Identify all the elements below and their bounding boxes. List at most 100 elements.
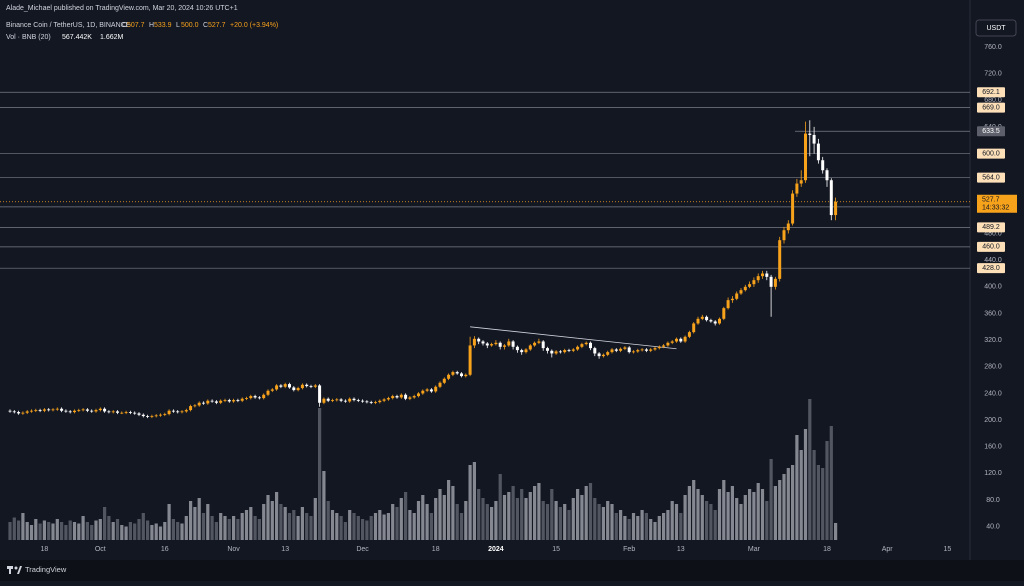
- level-label: 460.0: [982, 244, 1000, 251]
- volume-bar: [154, 523, 158, 540]
- candle-body: [262, 394, 266, 399]
- candle-body: [12, 411, 16, 413]
- level-label-box: [977, 87, 1005, 98]
- volume-bar: [90, 525, 94, 540]
- volume-bar: [34, 519, 38, 540]
- candle-body: [249, 396, 253, 399]
- volume-bar: [558, 507, 562, 540]
- level-layer: [0, 91, 970, 350]
- volume-bar: [64, 525, 68, 540]
- candle-body: [619, 348, 623, 351]
- volume-bar: [373, 513, 378, 540]
- candle-body: [197, 402, 201, 406]
- volume-bar: [808, 399, 812, 540]
- candle-body: [498, 342, 502, 347]
- volume-bar: [399, 498, 403, 540]
- candle-body: [791, 193, 795, 224]
- candle-body: [245, 398, 248, 399]
- y-tick-label: 480.0: [984, 230, 1002, 237]
- volume-bar: [352, 513, 356, 540]
- volume-bar: [756, 483, 760, 540]
- volume-bar: [236, 519, 240, 540]
- currency-box[interactable]: [975, 19, 1017, 37]
- volume-bar: [51, 523, 55, 540]
- volume-bar: [262, 504, 266, 540]
- candle-body: [632, 351, 635, 353]
- volume-bar: [666, 510, 670, 540]
- symbol: Binance Coin / TetherUS, 1D, BINANCE: [6, 22, 131, 29]
- volume-bar: [365, 520, 369, 540]
- volume-bar: [636, 516, 640, 540]
- volume-bar: [511, 486, 515, 540]
- volume-bar: [649, 519, 653, 540]
- candle-body: [589, 342, 592, 349]
- x-tick-label: 16: [161, 546, 169, 553]
- ohlc-value: 500.0: [181, 22, 199, 29]
- volume-bar: [709, 504, 713, 540]
- currency[interactable]: USDT: [986, 25, 1006, 32]
- candle-body: [55, 408, 59, 410]
- volume-bar: [687, 486, 691, 540]
- volume-bar: [550, 489, 554, 540]
- volume-bar: [184, 516, 188, 540]
- volume-bar: [369, 516, 373, 540]
- volume-bar: [563, 504, 567, 540]
- volume-bar: [640, 510, 644, 540]
- candle-body: [425, 389, 429, 391]
- level-label: 564.0: [982, 174, 1000, 181]
- volume-bar: [270, 501, 274, 540]
- volume-bar: [502, 495, 507, 540]
- candle-body: [111, 411, 115, 413]
- volume-bar: [576, 489, 580, 540]
- volume-bar: [619, 510, 623, 540]
- volume-bar: [705, 501, 709, 540]
- volume-bar: [326, 501, 330, 540]
- volume-bar: [803, 429, 808, 540]
- candle-body: [232, 400, 236, 402]
- volume-bar: [597, 504, 601, 540]
- candle-body: [150, 416, 154, 417]
- candle-body: [253, 396, 257, 398]
- candle-body: [339, 399, 343, 401]
- candle-body: [515, 346, 519, 351]
- candle-body: [77, 410, 81, 411]
- volume-bar: [481, 498, 485, 540]
- volume-bar: [472, 462, 476, 540]
- volume-bar: [752, 492, 756, 540]
- volume-bar: [477, 489, 481, 540]
- ohlc-key: O: [122, 22, 128, 29]
- candle-body: [601, 354, 605, 357]
- volume-bar: [769, 459, 773, 540]
- candle-body: [219, 400, 223, 403]
- candle-body: [485, 343, 489, 346]
- volume-bar: [498, 474, 502, 540]
- volume-bar: [674, 504, 679, 540]
- candle-body: [537, 341, 541, 343]
- volume-bar: [348, 510, 352, 540]
- candle-body: [193, 405, 197, 407]
- volume-bar: [133, 523, 137, 540]
- volume-bar: [171, 519, 175, 540]
- candle-body: [378, 400, 382, 403]
- volume-bar: [313, 498, 317, 540]
- level-label-box: [977, 222, 1005, 233]
- candle-body: [352, 398, 356, 401]
- candle-body: [786, 223, 790, 231]
- candle-body: [412, 396, 416, 398]
- volume-bar: [210, 516, 214, 540]
- candle-body: [434, 386, 438, 392]
- volume-bar: [330, 510, 335, 540]
- volume-bar: [791, 465, 795, 540]
- volume-bar: [412, 513, 416, 540]
- volume-bar: [146, 520, 150, 540]
- candle-body: [270, 389, 274, 391]
- candle-body: [584, 342, 588, 345]
- volume-bar: [81, 516, 85, 540]
- volume-bar: [743, 495, 747, 540]
- candle-body: [623, 347, 627, 349]
- volume-bar: [29, 525, 34, 540]
- y-tick-label: 720.0: [984, 70, 1002, 77]
- candle-body: [606, 352, 610, 355]
- candle-body: [305, 384, 309, 387]
